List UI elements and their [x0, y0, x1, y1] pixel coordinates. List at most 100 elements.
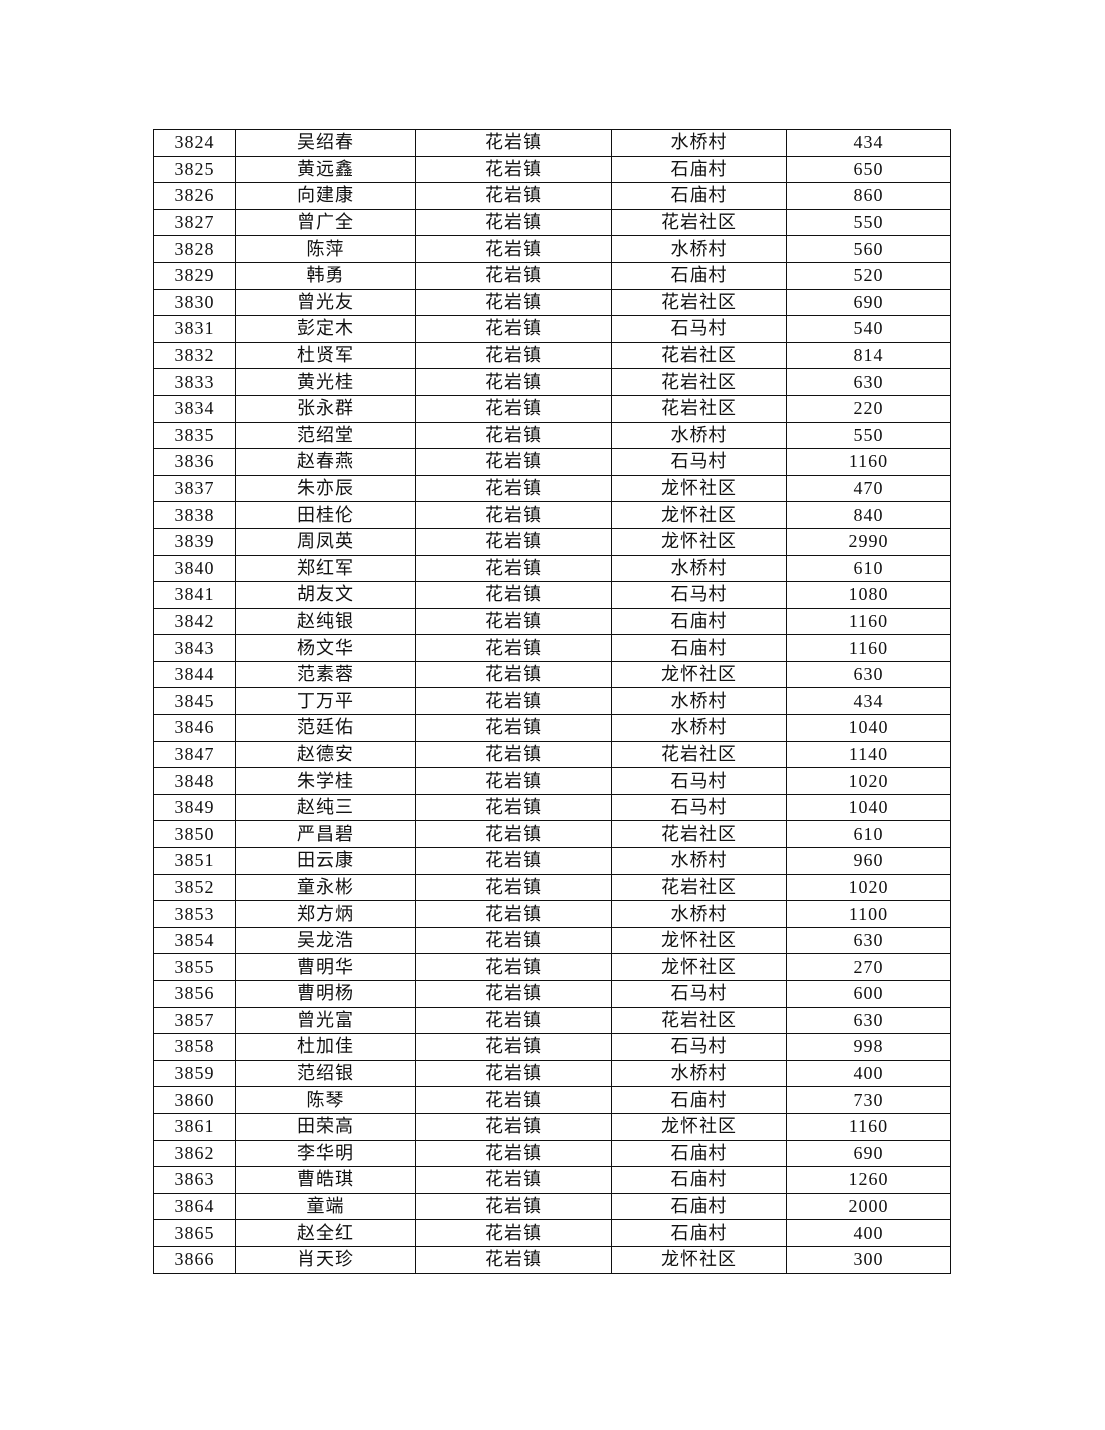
amount-cell: 650 — [786, 155, 951, 184]
table-row: 3850 严昌碧 花岩镇 花岩社区 610 — [153, 820, 951, 849]
name-cell: 范素蓉 — [235, 660, 416, 689]
name-cell: 范廷佑 — [235, 714, 416, 742]
row-number-cell: 3834 — [153, 394, 236, 423]
row-number-cell: 3857 — [153, 1006, 236, 1035]
village-cell: 花岩社区 — [611, 288, 787, 317]
town-cell: 花岩镇 — [415, 581, 612, 609]
name-cell: 赵春燕 — [235, 448, 416, 476]
row-number-cell: 3842 — [153, 607, 236, 636]
table-row: 3855 曹明华 花岩镇 龙怀社区 270 — [153, 953, 951, 981]
town-cell: 花岩镇 — [415, 1166, 612, 1194]
amount-cell: 434 — [786, 129, 951, 157]
table-row: 3828 陈萍 花岩镇 水桥村 560 — [153, 235, 951, 263]
village-cell: 花岩社区 — [611, 820, 787, 849]
town-cell: 花岩镇 — [415, 554, 612, 583]
village-cell: 石马村 — [611, 1033, 787, 1061]
town-cell: 花岩镇 — [415, 527, 612, 556]
row-number-cell: 3832 — [153, 341, 236, 370]
table-row: 3844 范素蓉 花岩镇 龙怀社区 630 — [153, 660, 951, 689]
village-cell: 花岩社区 — [611, 208, 787, 237]
amount-cell: 550 — [786, 208, 951, 237]
village-cell: 花岩社区 — [611, 341, 787, 370]
town-cell: 花岩镇 — [415, 129, 612, 157]
amount-cell: 520 — [786, 261, 951, 290]
town-cell: 花岩镇 — [415, 953, 612, 981]
row-number-cell: 3862 — [153, 1139, 236, 1168]
row-number-cell: 3825 — [153, 155, 236, 184]
row-number-cell: 3856 — [153, 980, 236, 1008]
amount-cell: 630 — [786, 1006, 951, 1035]
amount-cell: 2000 — [786, 1192, 951, 1221]
amount-cell: 434 — [786, 687, 951, 716]
row-number-cell: 3861 — [153, 1112, 236, 1141]
village-cell: 水桥村 — [611, 235, 787, 263]
village-cell: 石庙村 — [611, 1219, 787, 1247]
row-number-cell: 3837 — [153, 474, 236, 503]
table-row: 3839 周凤英 花岩镇 龙怀社区 2990 — [153, 527, 951, 556]
village-cell: 龙怀社区 — [611, 660, 787, 689]
village-cell: 石庙村 — [611, 1139, 787, 1168]
amount-cell: 630 — [786, 660, 951, 689]
name-cell: 杨文华 — [235, 634, 416, 662]
name-cell: 李华明 — [235, 1139, 416, 1168]
table-row: 3845 丁万平 花岩镇 水桥村 434 — [153, 687, 951, 716]
amount-cell: 814 — [786, 341, 951, 370]
amount-cell: 960 — [786, 847, 951, 875]
table-row: 3854 吴龙浩 花岩镇 龙怀社区 630 — [153, 926, 951, 955]
table-row: 3835 范绍堂 花岩镇 水桥村 550 — [153, 421, 951, 450]
name-cell: 曹明杨 — [235, 980, 416, 1008]
village-cell: 石马村 — [611, 315, 787, 343]
name-cell: 朱学桂 — [235, 767, 416, 795]
village-cell: 龙怀社区 — [611, 926, 787, 955]
town-cell: 花岩镇 — [415, 1059, 612, 1088]
row-number-cell: 3850 — [153, 820, 236, 849]
town-cell: 花岩镇 — [415, 634, 612, 662]
row-number-cell: 3826 — [153, 182, 236, 210]
name-cell: 田桂伦 — [235, 501, 416, 529]
town-cell: 花岩镇 — [415, 182, 612, 210]
table-row: 3829 韩勇 花岩镇 石庙村 520 — [153, 261, 951, 290]
town-cell: 花岩镇 — [415, 820, 612, 849]
village-cell: 水桥村 — [611, 900, 787, 928]
town-cell: 花岩镇 — [415, 687, 612, 716]
town-cell: 花岩镇 — [415, 1139, 612, 1168]
amount-cell: 550 — [786, 421, 951, 450]
row-number-cell: 3849 — [153, 793, 236, 822]
village-cell: 水桥村 — [611, 421, 787, 450]
name-cell: 严昌碧 — [235, 820, 416, 849]
row-number-cell: 3833 — [153, 368, 236, 396]
town-cell: 花岩镇 — [415, 714, 612, 742]
name-cell: 周凤英 — [235, 527, 416, 556]
town-cell: 花岩镇 — [415, 235, 612, 263]
village-cell: 石马村 — [611, 793, 787, 822]
name-cell: 赵德安 — [235, 740, 416, 769]
row-number-cell: 3838 — [153, 501, 236, 529]
name-cell: 黄远鑫 — [235, 155, 416, 184]
name-cell: 郑方炳 — [235, 900, 416, 928]
amount-cell: 2990 — [786, 527, 951, 556]
row-number-cell: 3846 — [153, 714, 236, 742]
row-number-cell: 3847 — [153, 740, 236, 769]
table-row: 3831 彭定木 花岩镇 石马村 540 — [153, 315, 951, 343]
town-cell: 花岩镇 — [415, 793, 612, 822]
town-cell: 花岩镇 — [415, 1006, 612, 1035]
town-cell: 花岩镇 — [415, 607, 612, 636]
name-cell: 曾广全 — [235, 208, 416, 237]
village-cell: 石庙村 — [611, 1086, 787, 1114]
row-number-cell: 3829 — [153, 261, 236, 290]
table-row: 3840 郑红军 花岩镇 水桥村 610 — [153, 554, 951, 583]
town-cell: 花岩镇 — [415, 261, 612, 290]
amount-cell: 690 — [786, 288, 951, 317]
town-cell: 花岩镇 — [415, 315, 612, 343]
amount-cell: 220 — [786, 394, 951, 423]
amount-cell: 730 — [786, 1086, 951, 1114]
village-cell: 水桥村 — [611, 554, 787, 583]
name-cell: 胡友文 — [235, 581, 416, 609]
table-row: 3842 赵纯银 花岩镇 石庙村 1160 — [153, 607, 951, 636]
village-cell: 水桥村 — [611, 714, 787, 742]
name-cell: 杜加佳 — [235, 1033, 416, 1061]
row-number-cell: 3863 — [153, 1166, 236, 1194]
data-table: 3824 吴绍春 花岩镇 水桥村 434 3825 黄远鑫 花岩镇 石庙村 650 3826 向建康花… — [153, 129, 951, 1274]
name-cell: 曹明华 — [235, 953, 416, 981]
village-cell: 石马村 — [611, 980, 787, 1008]
